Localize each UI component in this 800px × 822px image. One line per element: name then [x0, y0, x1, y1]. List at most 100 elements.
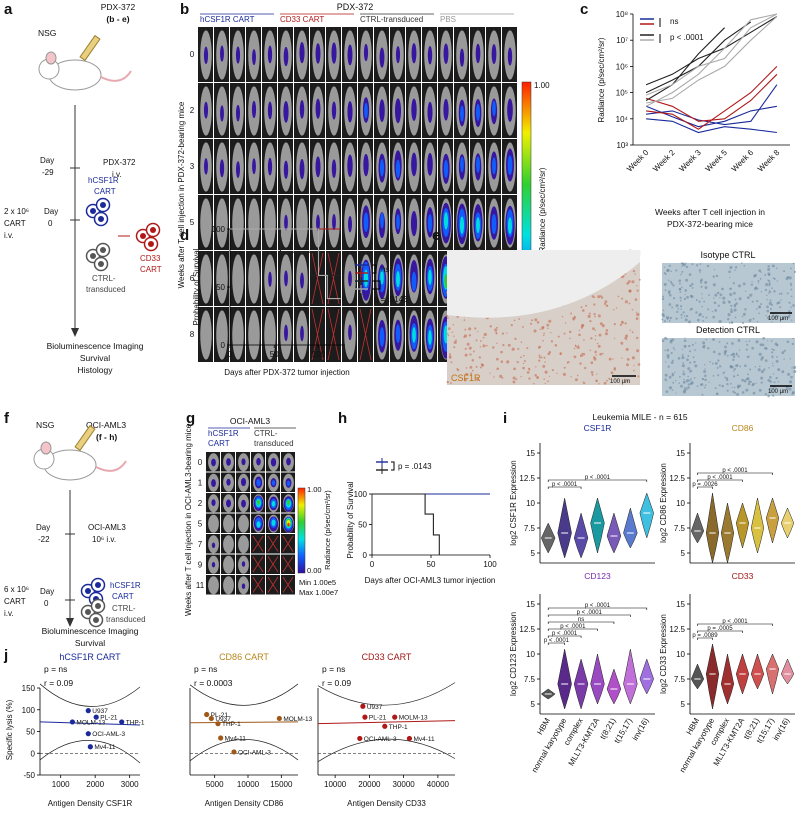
syringe	[79, 34, 101, 62]
y-tick-label: 12.5	[519, 625, 535, 634]
cell-nucleus	[90, 253, 96, 259]
texture	[724, 353, 727, 356]
texture	[681, 265, 683, 267]
texture	[770, 389, 773, 392]
texture	[456, 368, 460, 372]
x-tick-label: 40000	[427, 780, 450, 789]
panel-letter: i	[503, 410, 507, 427]
texture	[747, 373, 750, 376]
subpanel-title: CD86	[732, 423, 754, 433]
texture	[596, 342, 599, 345]
texture	[727, 313, 731, 317]
label: 2 x 10⁶	[4, 207, 29, 216]
timeline-arrow	[66, 618, 74, 627]
texture	[624, 322, 627, 325]
texture	[690, 295, 694, 299]
inset-title: Isotype CTRL	[700, 250, 755, 260]
texture	[546, 323, 550, 327]
texture	[735, 302, 739, 305]
texture	[512, 380, 516, 384]
mouse-image	[238, 514, 249, 533]
texture	[707, 308, 710, 311]
label: Day	[44, 207, 58, 216]
signal	[411, 43, 417, 64]
texture	[671, 306, 674, 309]
texture	[752, 382, 755, 386]
texture	[766, 305, 769, 309]
signal	[267, 157, 273, 176]
texture	[700, 278, 703, 282]
signal	[316, 214, 320, 231]
data-point	[406, 735, 413, 742]
texture	[612, 358, 614, 360]
mouse-image	[223, 576, 234, 595]
texture	[669, 280, 672, 283]
texture	[572, 317, 576, 321]
label: -29	[42, 168, 54, 177]
signal	[252, 49, 256, 66]
texture	[671, 373, 675, 377]
texture	[548, 319, 552, 323]
significance-label: p = .0026	[692, 482, 718, 488]
x-tick-label: 10000	[324, 780, 347, 789]
cross	[327, 308, 340, 361]
y-tick-label: 0	[363, 551, 368, 560]
signal	[284, 324, 288, 341]
data-point	[357, 735, 363, 742]
texture	[704, 384, 707, 387]
texture	[687, 354, 690, 357]
significance-label: p < .0001	[722, 468, 748, 474]
signal	[299, 100, 305, 119]
texture	[737, 386, 740, 389]
texture	[604, 332, 608, 336]
texture	[680, 316, 683, 319]
signal	[236, 104, 240, 122]
axis-title: Probability of Survival	[346, 481, 355, 558]
texture	[474, 327, 477, 330]
texture	[469, 353, 472, 356]
texture	[682, 380, 686, 384]
texture	[713, 268, 716, 271]
mouse-tail	[95, 460, 127, 472]
texture	[741, 321, 745, 324]
stat-label: p = ns	[322, 664, 345, 674]
signal	[300, 325, 304, 342]
series-line	[645, 13, 778, 96]
texture	[670, 282, 674, 285]
label: OCI-AML3	[88, 523, 126, 532]
texture	[737, 284, 741, 288]
texture	[687, 320, 691, 324]
label: i.v.	[4, 609, 14, 618]
texture	[526, 347, 529, 350]
texture	[699, 263, 702, 265]
y-tick-label: 10	[676, 650, 685, 659]
texture	[767, 272, 771, 276]
x-tick-label: 20000	[358, 780, 381, 789]
texture	[778, 293, 781, 295]
texture	[539, 328, 541, 331]
row-label: 6	[190, 274, 195, 283]
significance-bracket	[547, 642, 565, 645]
texture	[631, 308, 634, 311]
significance-label: p = .0005	[707, 626, 733, 632]
texture	[619, 323, 623, 326]
texture	[790, 288, 793, 291]
signal	[300, 272, 304, 289]
legend-bracket	[372, 280, 381, 290]
y-tick-label: 12.5	[669, 625, 685, 634]
texture	[712, 275, 715, 278]
label: transduced	[86, 285, 126, 294]
texture	[523, 354, 525, 357]
texture	[728, 270, 731, 274]
texture	[700, 281, 703, 284]
subpanel-title: hCSF1R CART	[59, 652, 121, 662]
texture	[770, 391, 773, 394]
texture	[726, 378, 729, 382]
texture	[501, 376, 504, 379]
data-point	[85, 708, 91, 714]
significance-bracket	[697, 637, 713, 640]
texture	[701, 297, 703, 299]
texture	[712, 315, 716, 319]
texture	[738, 297, 742, 301]
signal	[211, 499, 216, 506]
